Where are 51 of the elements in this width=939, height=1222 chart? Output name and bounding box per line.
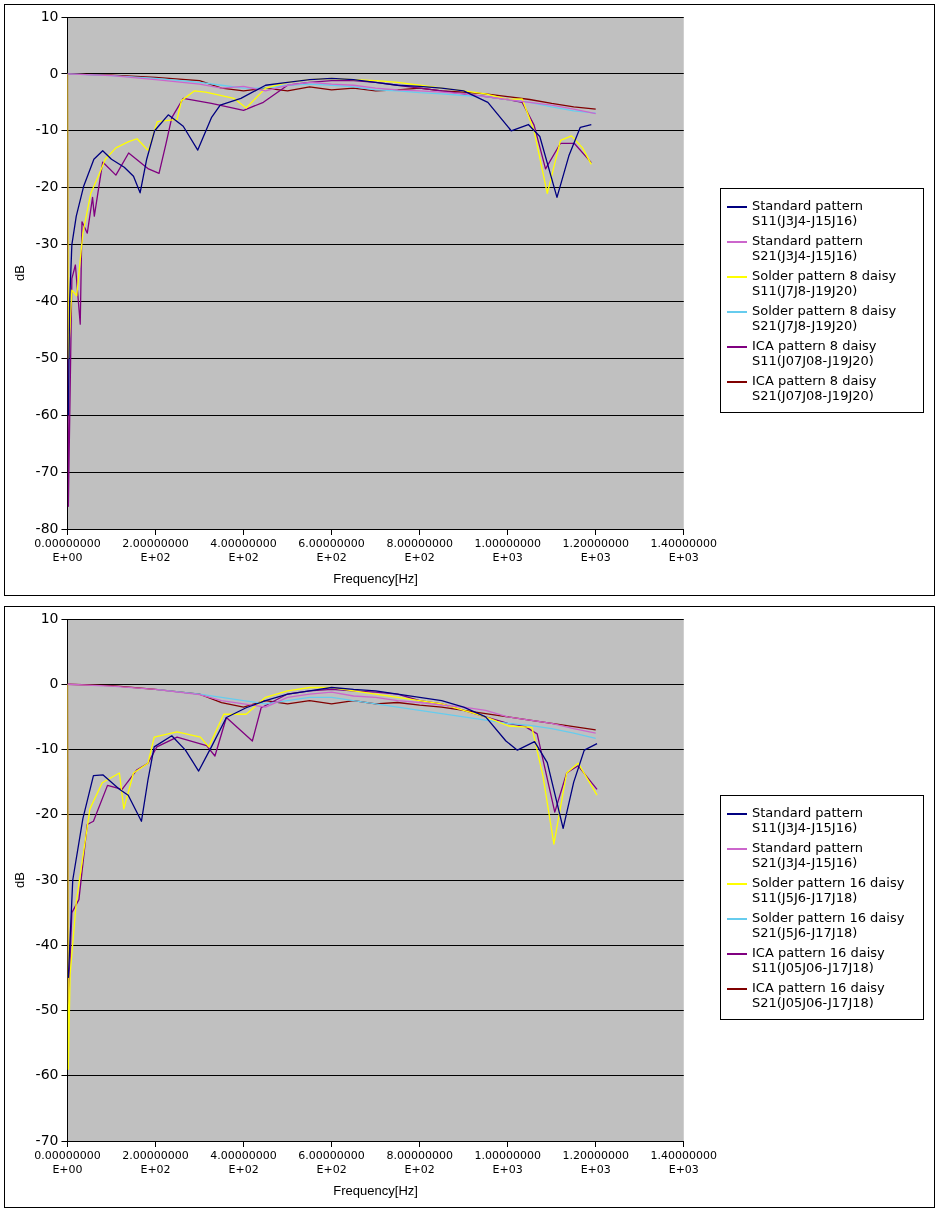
- legend-label: ICA pattern 16 daisy S11(J05J06-J17J18): [752, 944, 886, 975]
- x-tick-label: 1.00000000E+03: [474, 537, 541, 564]
- x-tick-label: 1.20000000E+03: [562, 1149, 629, 1176]
- y-tick-label: -10: [35, 740, 59, 757]
- x-tick-label: 2.00000000E+02: [122, 1149, 189, 1176]
- legend-label: Standard pattern S21(J3J4-J15J16): [752, 839, 865, 870]
- y-tick-label: -70: [35, 1131, 59, 1148]
- x-tick-label: 8.00000000E+02: [386, 1149, 453, 1176]
- y-axis-title: dB: [12, 872, 28, 888]
- y-tick-label: 10: [40, 609, 59, 626]
- y-tick-label: -50: [35, 348, 59, 365]
- y-tick-label: -30: [35, 235, 59, 252]
- legend-label: Standard pattern S21(J3J4-J15J16): [752, 232, 865, 263]
- legend-label: ICA pattern 8 daisy S11(J07J08-J19J20): [752, 337, 878, 368]
- x-tick-label: 0.00000000E+00: [34, 537, 101, 564]
- x-axis-title: Frequency[Hz]: [333, 570, 418, 586]
- x-tick-label: 1.00000000E+03: [474, 1149, 541, 1176]
- y-tick-label: -50: [35, 1001, 59, 1018]
- legend-label: Solder pattern 16 daisy S11(J5J6-J17J18): [752, 874, 906, 905]
- legend-label: Solder pattern 8 daisy S11(J7J8-J19J20): [752, 267, 898, 298]
- x-axis-title: Frequency[Hz]: [333, 1182, 418, 1198]
- x-tick-label: 0.00000000E+00: [34, 1149, 101, 1176]
- y-tick-label: -40: [35, 292, 59, 309]
- legend-label: Standard pattern S11(J3J4-J15J16): [752, 804, 865, 835]
- y-tick-label: 10: [40, 7, 59, 24]
- y-tick-label: -20: [35, 178, 59, 195]
- y-tick-label: -20: [35, 805, 59, 822]
- legend-label: ICA pattern 16 daisy S21(J05J06-J17J18): [752, 979, 886, 1010]
- y-tick-label: 0: [49, 674, 59, 691]
- x-tick-label: 6.00000000E+02: [298, 537, 365, 564]
- x-tick-label: 1.40000000E+03: [650, 537, 717, 564]
- legend-label: Standard pattern S11(J3J4-J15J16): [752, 197, 865, 228]
- y-tick-label: -40: [35, 935, 59, 952]
- x-tick-label: 4.00000000E+02: [210, 1149, 277, 1176]
- y-tick-label: -60: [35, 1066, 59, 1083]
- x-tick-label: 2.00000000E+02: [122, 537, 189, 564]
- x-tick-label: 4.00000000E+02: [210, 537, 277, 564]
- legend-label: ICA pattern 8 daisy S21(J07J08-J19J20): [752, 372, 878, 403]
- x-tick-label: 8.00000000E+02: [386, 537, 453, 564]
- x-tick-label: 1.40000000E+03: [650, 1149, 717, 1176]
- x-tick-label: 6.00000000E+02: [298, 1149, 365, 1176]
- y-tick-label: -10: [35, 121, 59, 138]
- y-tick-label: 0: [49, 64, 59, 81]
- legend-label: Solder pattern 8 daisy S21(J7J8-J19J20): [752, 302, 898, 333]
- y-tick-label: -70: [35, 462, 59, 479]
- legend-label: Solder pattern 16 daisy S21(J5J6-J17J18): [752, 909, 906, 940]
- x-tick-label: 1.20000000E+03: [562, 537, 629, 564]
- y-tick-label: -30: [35, 870, 59, 887]
- y-tick-label: -60: [35, 405, 59, 422]
- y-tick-label: -80: [35, 519, 59, 536]
- y-axis-title: dB: [12, 265, 28, 281]
